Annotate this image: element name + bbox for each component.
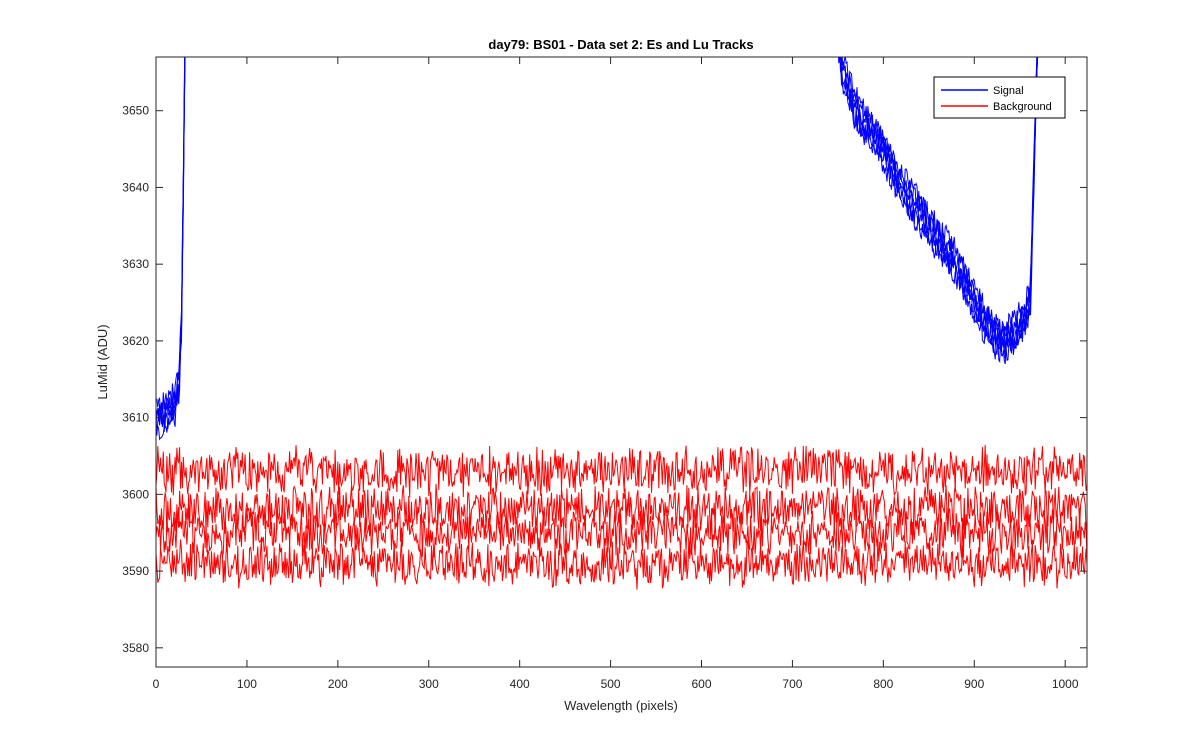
x-tick-label: 700 [782,677,802,691]
background-track-4 [156,538,1087,590]
y-tick-label: 3640 [122,180,149,194]
y-tick-label: 3620 [122,334,149,348]
legend-box [933,76,1066,119]
x-tick-label: 900 [964,677,984,691]
plot-area [156,57,1087,590]
x-tick-label: 600 [691,677,711,691]
y-tick-label: 3590 [122,564,149,578]
x-tick-label: 500 [601,677,621,691]
legend-signal-label: Signal [993,85,1024,97]
background-track-1 [156,444,1087,498]
legend: Signal Background [933,76,1066,119]
y-tick-label: 3580 [122,641,149,655]
x-tick-label: 400 [510,677,530,691]
background-track-2 [156,483,1087,536]
legend-background-label: Background [993,101,1052,113]
chart-title: day79: BS01 - Data set 2: Es and Lu Trac… [488,37,753,52]
x-axis: 0 100 200 300 400 500 600 700 800 900 1000 [153,57,1079,691]
axes-box [155,56,1088,668]
x-tick-label: 800 [873,677,893,691]
signal-track-6-segment-1 [156,57,186,414]
x-tick-label: 0 [153,677,160,691]
x-tick-label: 1000 [1052,677,1079,691]
signal-track-6-segment-2 [841,57,1038,338]
x-axis-label: Wavelength (pixels) [564,698,678,713]
y-tick-label: 3600 [122,487,149,501]
y-tick-label: 3610 [122,411,149,425]
y-axis: 3580 3590 3600 3610 3620 3630 3640 3650 [122,104,1087,655]
background-track-3 [156,507,1087,559]
y-tick-label: 3630 [122,257,149,271]
y-tick-label: 3650 [122,104,149,118]
x-tick-label: 100 [237,677,257,691]
signal-track-5-segment-2 [841,57,1038,344]
x-tick-label: 200 [328,677,348,691]
x-tick-label: 300 [419,677,439,691]
y-axis-label: LuMid (ADU) [95,324,110,399]
